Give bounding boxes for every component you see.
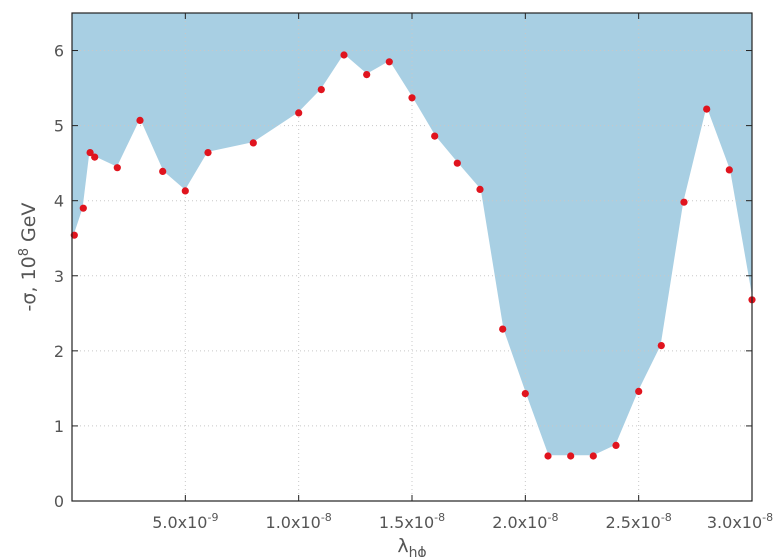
x-tick-label-2: 1.5x10-8 <box>379 511 445 532</box>
y-axis-ticks: 0 1 2 3 4 5 6 <box>54 42 752 511</box>
data-point-14 <box>385 58 393 66</box>
data-point-9 <box>249 139 257 147</box>
data-point-10 <box>295 109 303 117</box>
data-point-29 <box>725 166 733 174</box>
data-point-24 <box>612 441 620 449</box>
data-point-12 <box>340 51 348 59</box>
x-tick-label-1: 1.0x10-8 <box>266 511 332 532</box>
data-point-21 <box>544 452 552 460</box>
data-point-8 <box>204 149 212 157</box>
data-point-11 <box>317 86 325 94</box>
y-tick-label-3: 3 <box>54 267 64 286</box>
x-tick-label-5: 3.0x10-8 <box>707 511 773 532</box>
data-point-15 <box>408 94 416 102</box>
data-point-5 <box>136 116 144 124</box>
data-point-1 <box>79 204 87 212</box>
data-point-23 <box>589 452 597 460</box>
data-point-13 <box>363 71 371 79</box>
grid <box>72 13 752 501</box>
y-tick-label-5: 5 <box>54 117 64 136</box>
data-point-20 <box>521 390 529 398</box>
data-point-27 <box>680 198 688 206</box>
data-point-16 <box>431 132 439 140</box>
data-point-19 <box>499 325 507 333</box>
x-tick-label-3: 2.0x10-8 <box>492 511 558 532</box>
data-points <box>70 51 756 460</box>
x-axis-label: λhϕ <box>397 535 426 557</box>
data-point-26 <box>657 342 665 350</box>
data-point-17 <box>453 159 461 167</box>
y-axis-label: -σ, 108 GeV <box>17 203 40 312</box>
data-point-4 <box>113 164 121 172</box>
x-tick-label-4: 2.5x10-8 <box>606 511 672 532</box>
y-tick-label-6: 6 <box>54 42 64 61</box>
data-point-18 <box>476 185 484 193</box>
x-tick-label-0: 5.0x10-9 <box>152 511 218 532</box>
y-tick-label-4: 4 <box>54 192 64 211</box>
data-point-6 <box>159 167 167 175</box>
data-point-28 <box>703 105 711 113</box>
data-point-3 <box>91 153 99 161</box>
data-point-7 <box>181 187 189 195</box>
area-fill <box>72 13 752 456</box>
y-tick-label-0: 0 <box>54 492 64 511</box>
data-point-25 <box>635 387 643 395</box>
y-tick-label-1: 1 <box>54 417 64 436</box>
data-point-2 <box>86 149 94 157</box>
data-point-22 <box>567 452 575 460</box>
x-axis-ticks: 5.0x10-9 1.0x10-8 1.5x10-8 2.0x10-8 2.5x10-8… <box>152 13 773 532</box>
y-tick-label-2: 2 <box>54 342 64 361</box>
